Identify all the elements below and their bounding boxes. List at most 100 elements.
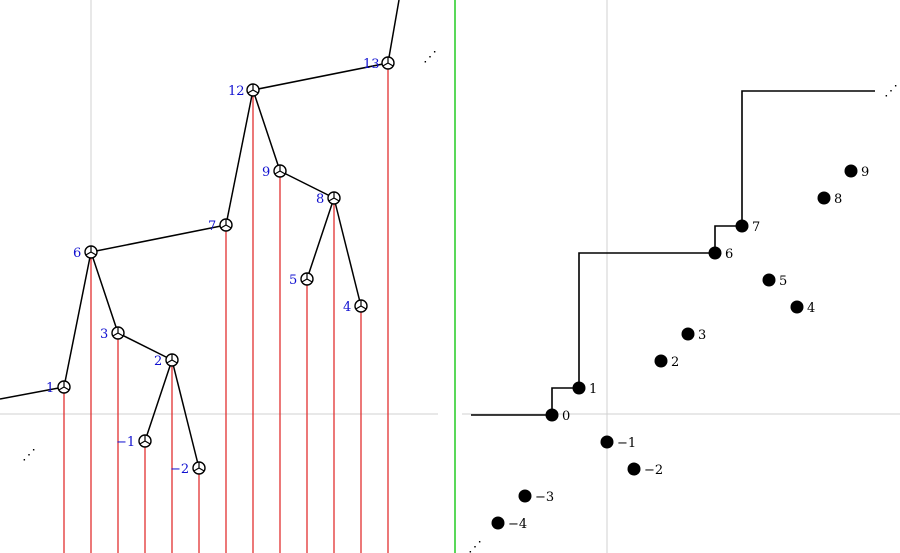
point-dot [518, 489, 532, 503]
point-dot [491, 516, 505, 530]
point-label: 4 [807, 301, 815, 316]
point: 4 [790, 300, 815, 316]
tree-node: 5 [289, 272, 314, 288]
point-dot [627, 462, 641, 476]
node-mark [328, 192, 340, 202]
point-dot [790, 300, 804, 314]
tree-node-label: 13 [363, 57, 380, 72]
point-dot [545, 408, 559, 422]
point-label: −4 [508, 517, 527, 532]
point-label: 9 [861, 165, 869, 180]
tree-edge-7-12 [225, 89, 254, 226]
tree-node: −1 [116, 434, 152, 450]
tree-node-label: 12 [228, 84, 245, 99]
node-mark [193, 462, 205, 472]
tree-node: 6 [73, 245, 98, 261]
tree-edge-6-7 [90, 224, 227, 253]
point: −2 [627, 462, 663, 478]
point-label: 6 [725, 247, 733, 262]
point-dot [735, 219, 749, 233]
point-dot [844, 164, 858, 178]
tree-edge-8-9 [279, 170, 335, 199]
point: 0 [545, 408, 570, 424]
tree-node: 7 [208, 218, 233, 234]
tree-node: −2 [170, 461, 206, 477]
tree-node: 12 [228, 83, 260, 99]
staircase-path [471, 90, 875, 416]
tree-edge-12-13 [252, 62, 389, 91]
point-label: −1 [617, 436, 636, 451]
tree-node-label: 6 [73, 246, 81, 261]
ellipsis-top: ⋰ [423, 49, 437, 65]
point-dot [654, 354, 668, 368]
point: 9 [844, 164, 869, 180]
tree-node-label: 4 [343, 300, 351, 315]
ellipsis-top-right: ⋰ [884, 83, 898, 99]
tree-node-label: 2 [154, 354, 162, 369]
points-panel: 9 8 7 6 5 4 3 2 1 0 −1 −2 −3 −4 ⋰ ⋰ [462, 0, 900, 553]
point-dot [708, 246, 722, 260]
ellipsis-bottom-left: ⋰ [468, 539, 482, 553]
point-label: −3 [535, 490, 554, 505]
point: 6 [708, 246, 733, 262]
tree-node-label: 3 [100, 327, 108, 342]
node-mark [301, 273, 313, 283]
node-mark [247, 84, 259, 94]
node-mark [139, 435, 151, 445]
tree-edge-2-3 [117, 332, 173, 361]
tree-edge-4-8 [333, 197, 362, 307]
point-dot [762, 273, 776, 287]
tree-edge-outgoing [387, 0, 400, 64]
node-mark [355, 300, 367, 310]
point-label: 5 [779, 274, 787, 289]
point-dot [600, 435, 614, 449]
tree-edge-3-6 [90, 251, 119, 334]
node-mark [85, 246, 97, 256]
point-label: −2 [644, 463, 663, 478]
tree-node-label: −2 [170, 462, 189, 477]
point-dot [681, 327, 695, 341]
point-label: 3 [698, 328, 706, 343]
tree-panel: 13 12 9 8 7 6 5 4 3 2 1 −1 −2 ⋰ ⋰ [0, 0, 438, 553]
tree-node: 9 [262, 164, 287, 180]
tree-edge-incoming [0, 386, 65, 400]
tree-node: 1 [46, 380, 71, 396]
tree-node: 8 [316, 191, 341, 207]
tree-edge--2-2 [171, 359, 200, 469]
tree-edge-9-12 [252, 89, 281, 172]
node-mark [382, 57, 394, 67]
point: 5 [762, 273, 787, 289]
tree-node-label: 5 [289, 273, 297, 288]
point-dot [817, 191, 831, 205]
point-dot [572, 381, 586, 395]
node-mark [112, 327, 124, 337]
point-label: 1 [589, 382, 597, 397]
node-mark [220, 219, 232, 229]
point-label: 8 [834, 192, 842, 207]
node-mark [58, 381, 70, 391]
point: −1 [600, 435, 636, 451]
tree-node-label: 7 [208, 219, 216, 234]
tree-node: 3 [100, 326, 125, 342]
tree-node: 13 [363, 56, 395, 72]
tree-node-label: −1 [116, 435, 135, 450]
tree-edge-1-6 [63, 251, 92, 388]
tree-node-label: 1 [46, 381, 54, 396]
point: 7 [735, 219, 760, 235]
tree-edge--1-2 [144, 359, 173, 442]
tree-node-label: 8 [316, 192, 324, 207]
tree-edge-5-8 [306, 197, 335, 280]
tree-node: 2 [154, 353, 179, 369]
point: −4 [491, 516, 527, 532]
point-label: 2 [671, 355, 679, 370]
point: 1 [572, 381, 597, 397]
tree-node: 4 [343, 299, 368, 315]
tree-node-label: 9 [262, 165, 270, 180]
point-label: 0 [562, 409, 570, 424]
ellipsis-bottom: ⋰ [22, 447, 36, 463]
point: −3 [518, 489, 554, 505]
point: 2 [654, 354, 679, 370]
point: 8 [817, 191, 842, 207]
point-label: 7 [752, 220, 760, 235]
